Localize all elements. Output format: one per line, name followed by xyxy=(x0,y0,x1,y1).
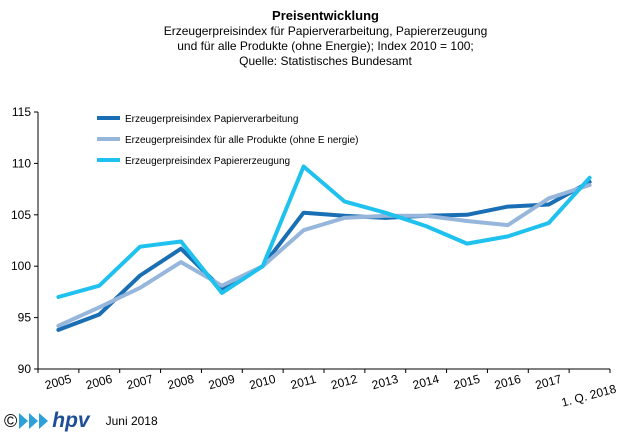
series-2-point xyxy=(179,260,183,264)
x-tick-label: 2014 xyxy=(411,372,441,393)
series-3-point xyxy=(588,176,592,180)
series-1-point xyxy=(56,328,60,332)
x-tick-label: 2005 xyxy=(43,372,73,393)
x-tick-label: 1. Q. 2018 xyxy=(560,382,618,410)
series-1-point xyxy=(138,273,142,277)
chart-title: Preisentwicklung xyxy=(272,8,379,23)
legend-label: Erzeugerpreisindex Papierverarbeitung xyxy=(125,114,298,125)
series-2-point xyxy=(424,214,428,218)
legend-label: Erzeugerpreisindex für alle Produkte (oh… xyxy=(125,135,358,146)
x-tick-label: 2008 xyxy=(166,372,196,393)
series-1-point xyxy=(97,313,101,317)
x-tick-label: 2010 xyxy=(248,372,278,393)
series-3-point xyxy=(547,221,551,225)
series-2-point xyxy=(342,216,346,220)
x-tick-label: 2007 xyxy=(125,372,155,393)
series-1-point xyxy=(302,211,306,215)
footer-date: Juni 2018 xyxy=(105,414,158,428)
series-3-point xyxy=(465,242,469,246)
y-tick-label: 95 xyxy=(18,311,32,325)
brand-logo: hpv xyxy=(52,409,90,432)
series-2-point xyxy=(506,223,510,227)
series-3-point xyxy=(179,240,183,244)
series-3-point xyxy=(383,211,387,215)
y-tick-label: 105 xyxy=(11,208,31,222)
x-tick-label: 2015 xyxy=(452,372,482,393)
x-tick-label: 2013 xyxy=(370,372,400,393)
y-tick-label: 100 xyxy=(11,259,31,273)
series-3-point xyxy=(138,245,142,249)
brand-arrows-icon xyxy=(19,413,49,429)
series-2-point xyxy=(465,219,469,223)
y-tick-label: 90 xyxy=(18,362,32,376)
series-2-point xyxy=(383,214,387,218)
y-tick-label: 115 xyxy=(12,105,31,119)
x-tick-label: 2017 xyxy=(534,372,564,393)
legend-label: Erzeugerpreisindex Papiererzeugung xyxy=(125,156,290,167)
series-line-1 xyxy=(56,179,592,332)
x-tick-label: 2011 xyxy=(289,372,318,392)
series-3-point xyxy=(261,264,265,268)
series-2-point xyxy=(588,183,592,187)
footer: © hpv Juni 2018 xyxy=(4,409,158,433)
series-2-point xyxy=(547,196,551,200)
series-2-point xyxy=(138,286,142,290)
x-tick-label: 2012 xyxy=(329,372,359,393)
series-1-point xyxy=(506,205,510,209)
series-3-point xyxy=(506,234,510,238)
x-tick-label: 2016 xyxy=(493,372,523,393)
y-tick-label: 110 xyxy=(12,156,31,170)
series-line-2 xyxy=(56,183,592,328)
series-3-point xyxy=(342,199,346,203)
series-3-point xyxy=(220,291,224,295)
x-tick-label-group: 1. Q. 2018 xyxy=(560,382,618,410)
chart-subtitle-line-3: Quelle: Statistisches Bundesamt xyxy=(239,54,412,68)
series-3-point xyxy=(424,224,428,228)
series-2-point xyxy=(97,305,101,309)
series-3-point xyxy=(97,284,101,288)
chart-subtitle-line-1: Erzeugerpreisindex für Papierverarbeitun… xyxy=(163,24,488,38)
copyright-symbol: © xyxy=(4,411,18,431)
series-1-point xyxy=(179,247,183,251)
series-1-point xyxy=(465,213,469,217)
x-tick-label: 2009 xyxy=(207,372,237,393)
x-tick-label: 2006 xyxy=(84,372,114,393)
series-1-point xyxy=(547,203,551,207)
series-3-point xyxy=(56,295,60,299)
chart-title-block: Preisentwicklung Erzeugerpreisindex für … xyxy=(0,8,629,69)
series-3-point xyxy=(302,164,306,168)
series-line-3 xyxy=(56,164,592,299)
series-2-point xyxy=(302,228,306,232)
series-2-point xyxy=(220,284,224,288)
chart-subtitle-line-2: und für alle Produkte (ohne Energie); In… xyxy=(177,39,474,53)
series-2-point xyxy=(56,324,60,328)
